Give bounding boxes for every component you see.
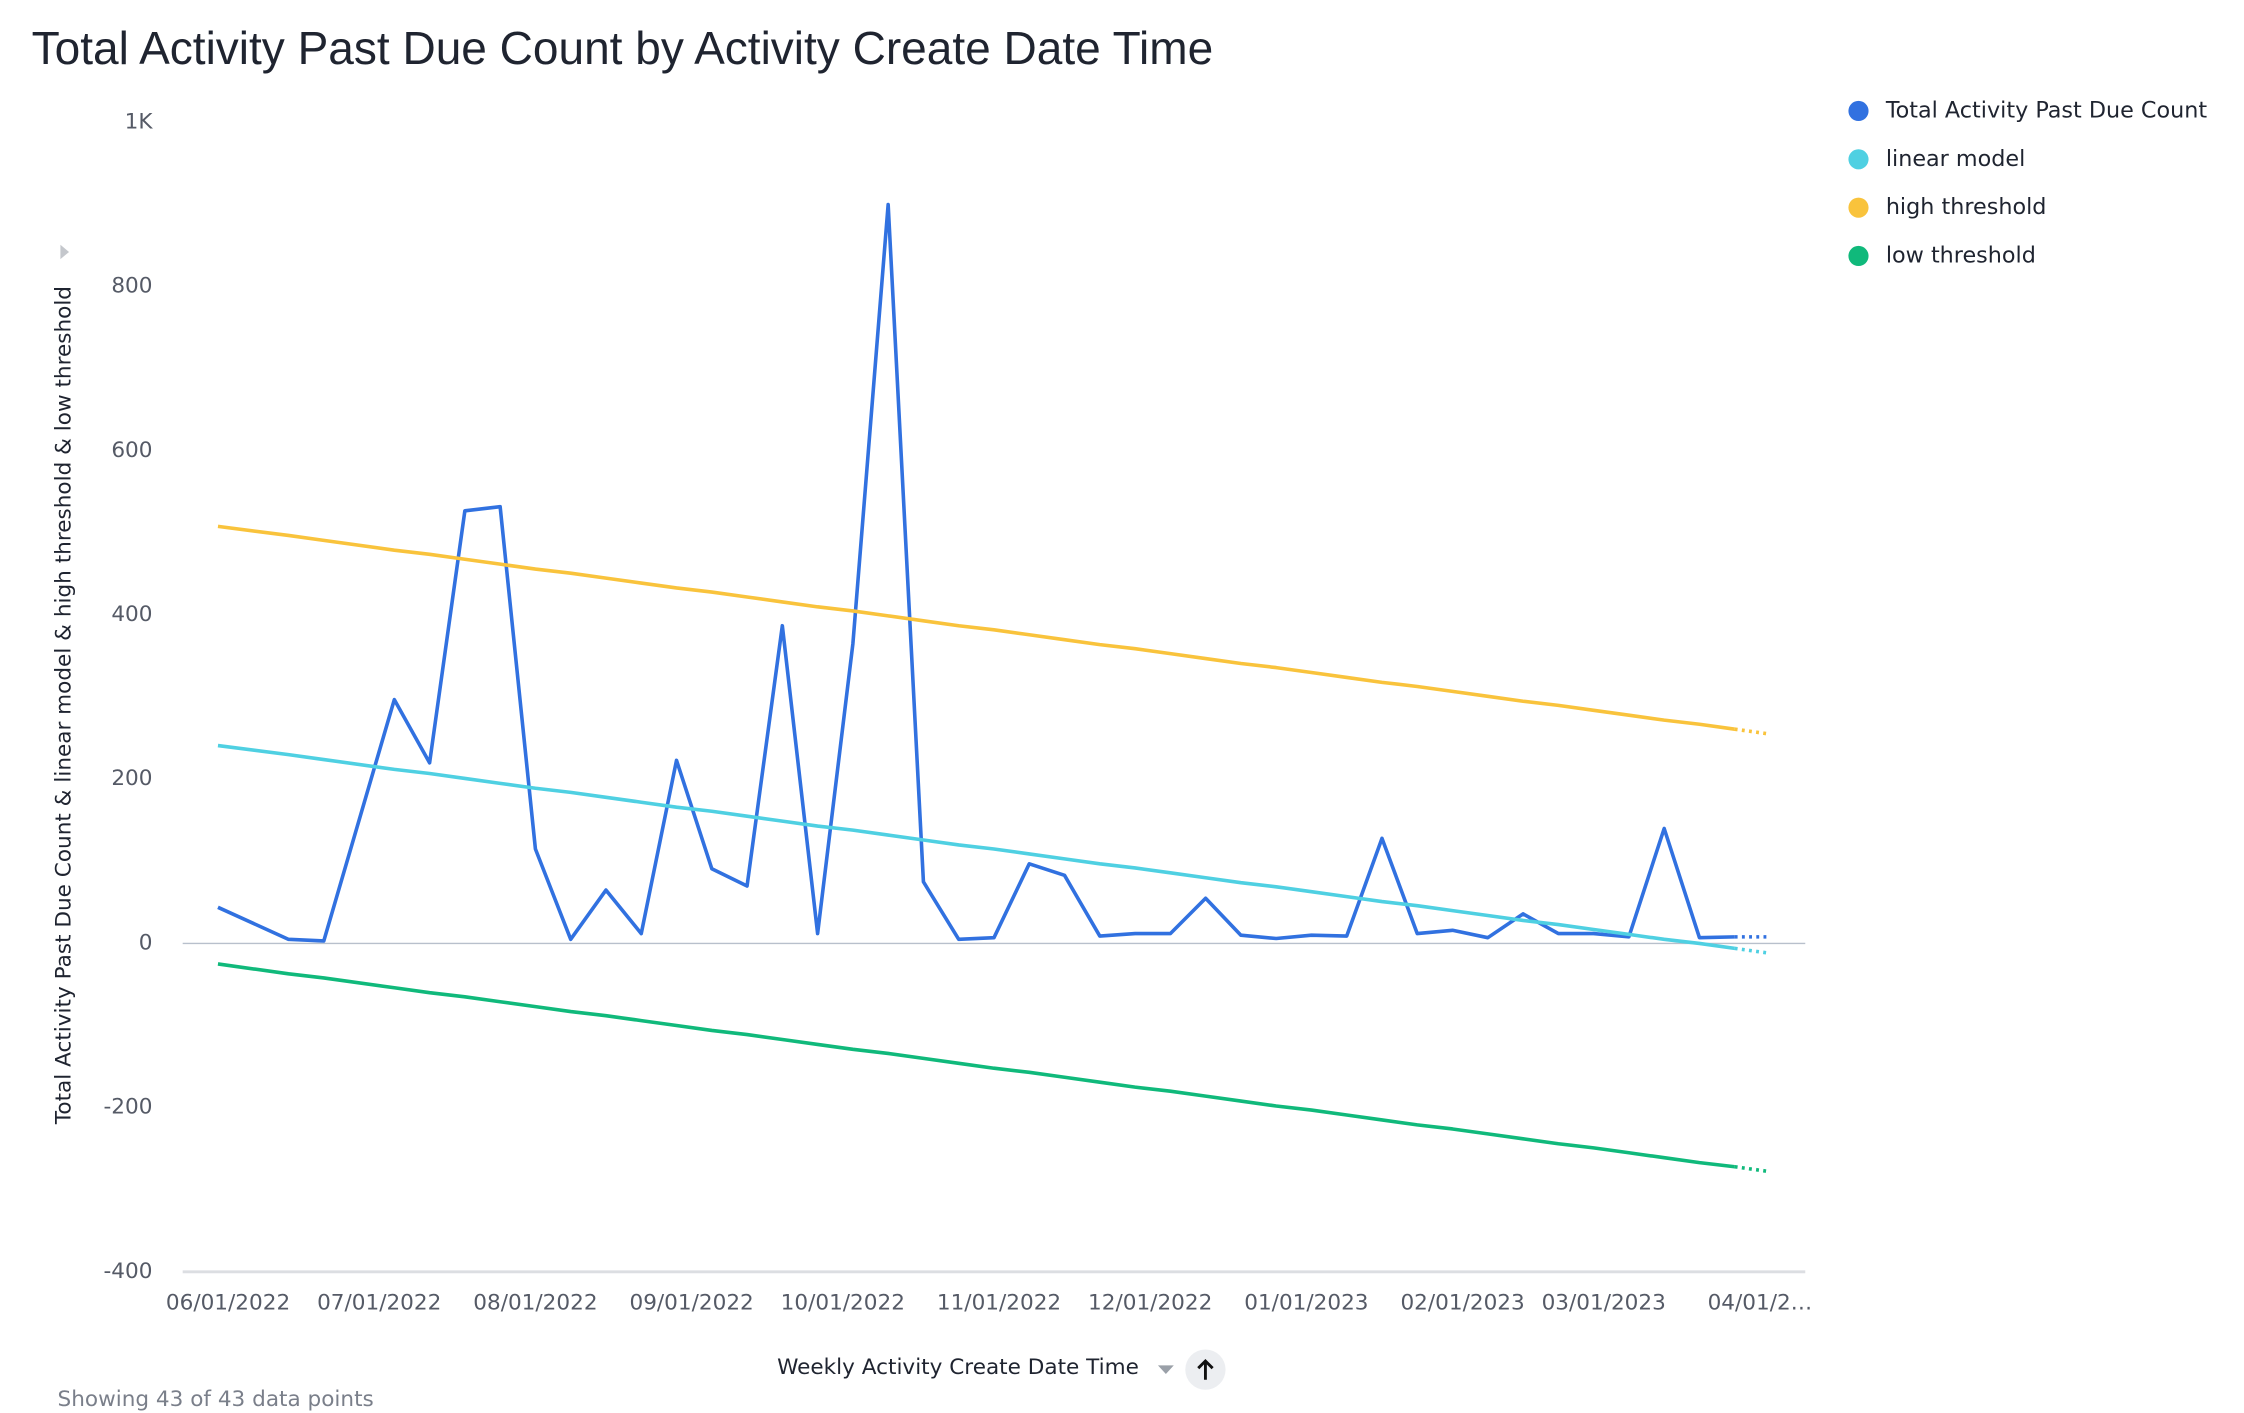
collapse-icon: [60, 244, 70, 260]
line-series: [217, 202, 1735, 943]
line-segment-partial: [1734, 1164, 1771, 1174]
x-tick-label: 09/01/2022: [629, 1290, 753, 1315]
x-tick-label: 04/01/2…: [1708, 1290, 1813, 1315]
legend-label: Total Activity Past Due Count: [1885, 97, 2208, 123]
line-series: [217, 962, 1735, 1169]
line-segment-partial: [1734, 946, 1771, 956]
legend-label: linear model: [1886, 146, 2026, 172]
x-tick-label: 12/01/2022: [1088, 1290, 1212, 1315]
x-tick-label: 06/01/2022: [166, 1290, 290, 1315]
x-tick-label: 11/01/2022: [937, 1290, 1061, 1315]
y-tick-label: 0: [139, 930, 153, 955]
y-tick-label: 1K: [125, 109, 154, 134]
sort-arrow: [1197, 1358, 1214, 1380]
x-tick-label: 08/01/2022: [473, 1290, 597, 1315]
chart-title: Total Activity Past Due Count by Activit…: [32, 22, 1214, 74]
dropdown-icon[interactable]: [1157, 1365, 1174, 1374]
y-tick-label: 800: [111, 274, 152, 299]
legend-label: low threshold: [1886, 242, 2036, 268]
y-tick-label: 600: [111, 438, 152, 463]
y-tick-label: 200: [111, 766, 152, 791]
y-tick-label: -200: [104, 1095, 153, 1120]
x-tick-label: 03/01/2023: [1542, 1290, 1666, 1315]
y-axis-title: Total Activity Past Due Count & linear m…: [52, 286, 77, 1125]
y-tick-label: -400: [104, 1259, 153, 1284]
legend-marker: [1848, 197, 1869, 218]
legend-label: high threshold: [1886, 194, 2047, 220]
legend-marker: [1848, 100, 1869, 122]
x-axis-title[interactable]: Weekly Activity Create Date Time: [777, 1355, 1139, 1380]
x-tick-label: 10/01/2022: [781, 1290, 905, 1315]
x-tick-label: 07/01/2022: [317, 1290, 441, 1315]
line-segment-partial: [1734, 727, 1771, 736]
legend-marker: [1848, 149, 1869, 170]
legend-marker: [1848, 245, 1869, 267]
line-series: [217, 524, 1735, 731]
line-series: [217, 743, 1735, 951]
footer: Showing 43 of 43 data points: [58, 1387, 374, 1412]
x-tick-label: 02/01/2023: [1400, 1290, 1524, 1315]
x-tick-label: 01/01/2023: [1244, 1290, 1368, 1315]
y-tick-label: 400: [111, 602, 152, 627]
